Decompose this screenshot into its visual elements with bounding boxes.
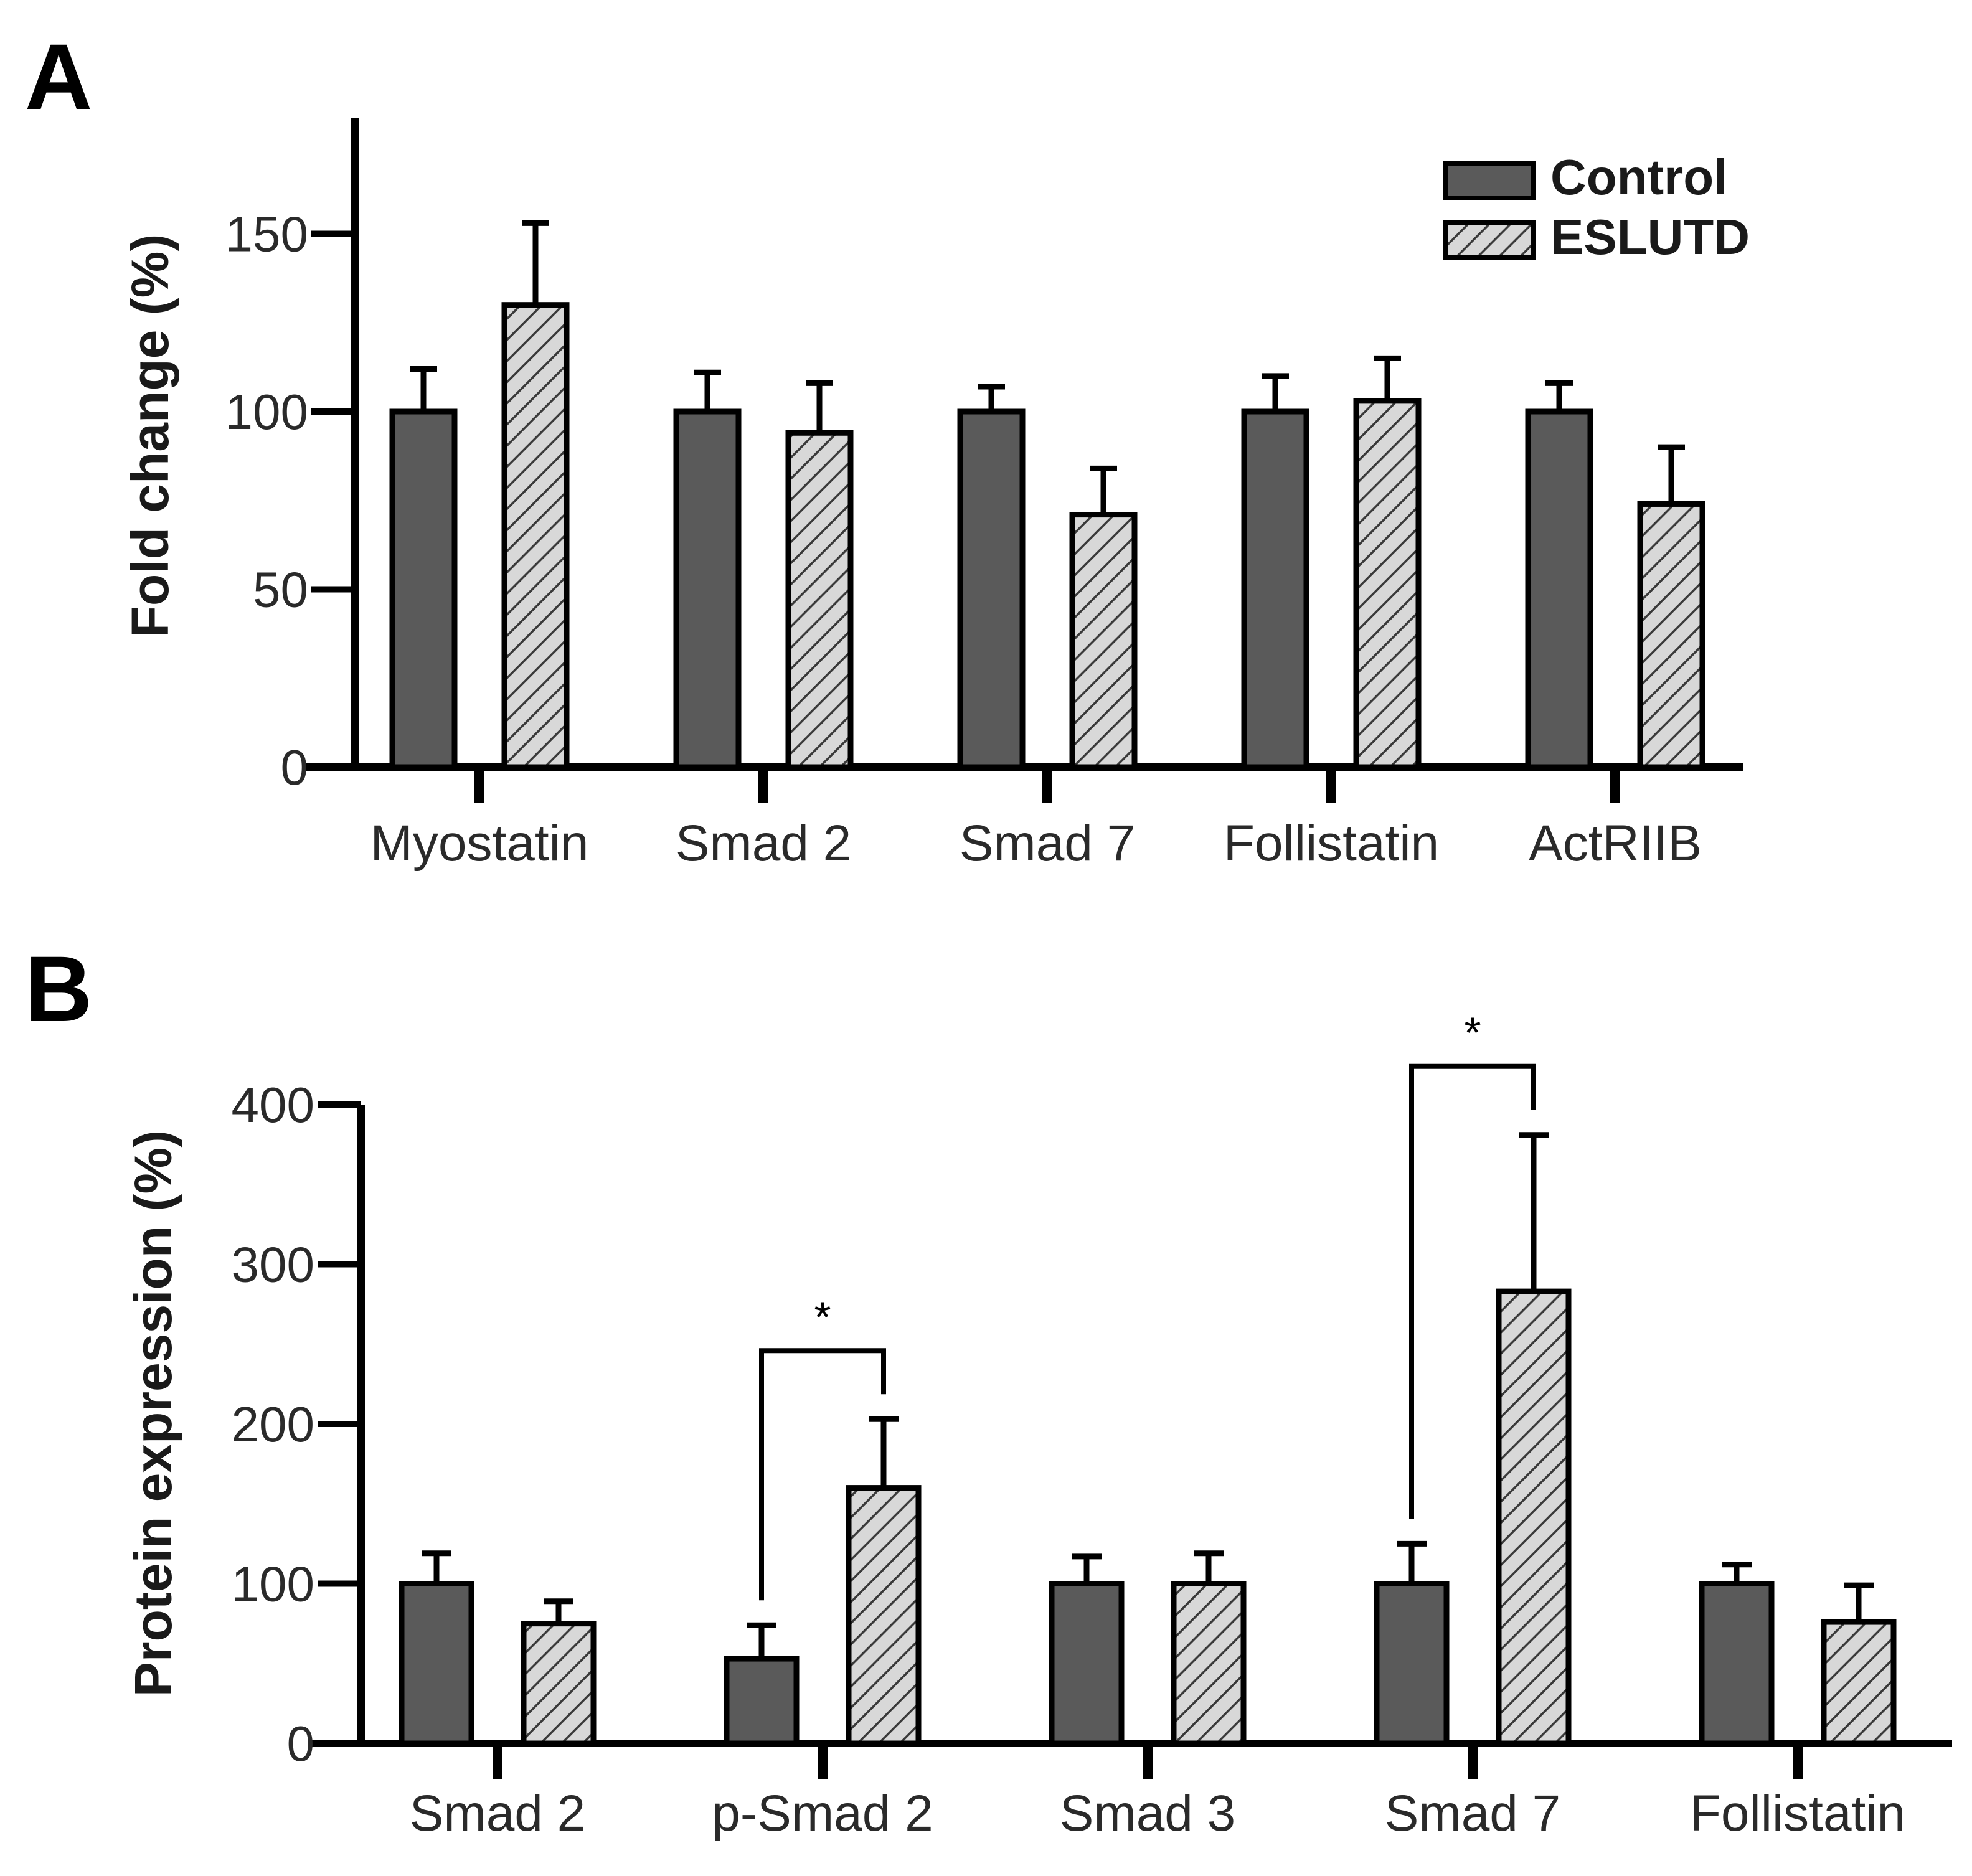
panel-b-category-label: Follistatin (1690, 1785, 1905, 1842)
panel-b-significance-bracket (759, 1348, 886, 1601)
panel-b-category-label: Smad 2 (410, 1785, 586, 1842)
panel-a-bar-eslutd (1637, 501, 1705, 770)
panel-a-y-tick-label: 100 (225, 384, 308, 440)
panel-letter-a: A (25, 24, 92, 129)
panel-a-category-label: ActRIIB (1529, 815, 1702, 872)
panel-b-y-tick-label: 100 (232, 1557, 314, 1612)
panel-letter-b: B (25, 936, 92, 1041)
panel-b-bar-eslutd (1821, 1619, 1897, 1746)
panel-b-bar-control (1049, 1581, 1125, 1746)
panel-a: Fold change (%) 0 50 100 150 Myostatin Smad 2… (121, 118, 1750, 872)
panel-b-y-tick-label: 300 (232, 1237, 314, 1293)
panel-a-bar-eslutd (501, 302, 570, 770)
panel-a-bar-control (957, 408, 1026, 770)
panel-a-bar-control (1241, 408, 1309, 770)
panel-b-category-label: p-Smad 2 (712, 1785, 933, 1842)
panel-b-y-axis-title: Protein expression (%) (124, 1130, 182, 1697)
panel-a-bar-eslutd (785, 430, 854, 770)
panel-a-category-label: Follistatin (1224, 815, 1439, 872)
panel-b-plot-area: 0 100 200 300 400 Smad 2 p-Smad 2 Smad 3 Smad 7 F… (232, 1009, 1952, 1842)
panel-b-significance-star: * (1464, 1009, 1481, 1057)
panel-b-bar-control (724, 1656, 800, 1746)
panel-b-y-tick-label: 200 (232, 1397, 314, 1452)
panel-b-bar-control (1699, 1581, 1775, 1746)
panel-b-y-tick-label: 0 (287, 1716, 315, 1771)
panel-a-y-tick-label: 0 (281, 740, 309, 795)
panel-a-category-label: Smad 2 (676, 815, 852, 872)
panel-b-bar-eslutd (521, 1621, 597, 1746)
panel-a-y-axis-title: Fold change (%) (121, 234, 179, 638)
panel-b-y-tick-label: 400 (232, 1077, 314, 1133)
panel-a-bar-control (673, 408, 742, 770)
panel-a-bar-eslutd (1353, 398, 1422, 770)
panel-b-bar-control (1374, 1581, 1450, 1746)
panel-a-plot-area: 0 50 100 150 Myostatin Smad 2 Smad 7 Follistati… (225, 118, 1743, 872)
panel-a-y-tick-label: 150 (225, 207, 308, 262)
panel-a-category-label: Smad 7 (960, 815, 1136, 872)
panel-b-category-label: Smad 3 (1060, 1785, 1236, 1842)
panel-b-significance-bracket (1409, 1063, 1536, 1519)
panel-b-bar-eslutd (1496, 1288, 1572, 1746)
panel-b: Protein expression (%) 0 100 200 300 400 Smad… (124, 1009, 1952, 1842)
panel-a-bar-control (1525, 408, 1593, 770)
panel-a-category-label: Myostatin (370, 815, 589, 872)
panel-b-category-label: Smad 7 (1385, 1785, 1561, 1842)
panel-a-y-tick-label: 50 (253, 562, 308, 618)
panel-a-bar-eslutd (1069, 512, 1138, 770)
legend-swatch-control (1443, 161, 1536, 200)
panel-b-bar-eslutd (1171, 1581, 1247, 1746)
panel-b-significance-star: * (814, 1293, 831, 1341)
legend-label-eslutd: ESLUTD (1550, 209, 1750, 265)
legend: Control ESLUTD (1443, 149, 1750, 265)
panel-a-bar-control (389, 408, 458, 770)
legend-swatch-eslutd (1443, 220, 1536, 260)
panel-b-bar-control (399, 1581, 474, 1746)
legend-label-control: Control (1550, 149, 1727, 205)
panel-b-bar-eslutd (846, 1485, 922, 1746)
